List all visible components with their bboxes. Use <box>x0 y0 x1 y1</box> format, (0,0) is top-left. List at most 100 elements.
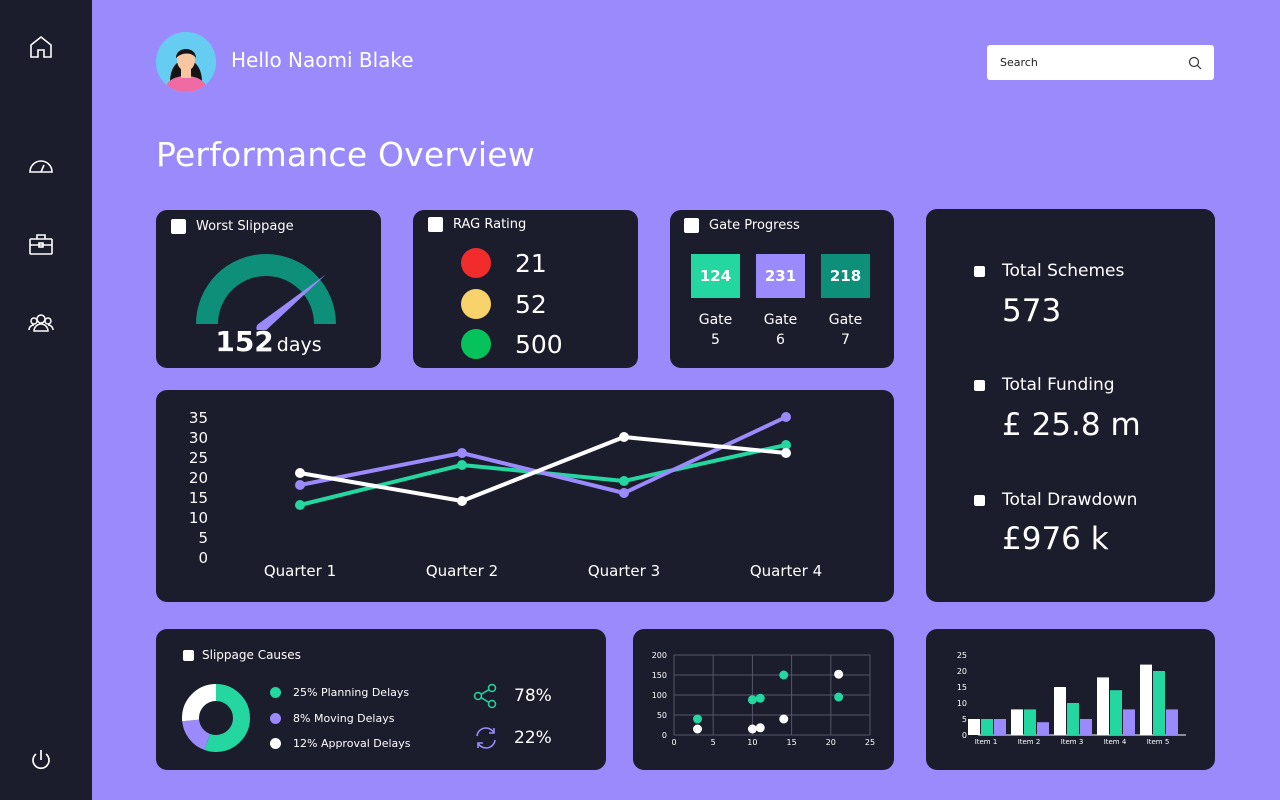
gate-header: Gate Progress <box>684 218 800 233</box>
rag-amber-value: 52 <box>515 289 547 319</box>
gate-progress-card: Gate Progress 124 Gate 5 231 Gate 6 218 Ga… <box>670 210 894 368</box>
slippage-causes-card: Slippage Causes 25% Planning Delays 8% M… <box>156 629 606 770</box>
cycle-stat-value: 22% <box>514 728 552 748</box>
gate-7-number: 7 <box>841 332 850 348</box>
bar <box>1054 687 1066 735</box>
x-tick-label: 20 <box>826 738 836 747</box>
y-tick-label: 30 <box>189 429 208 447</box>
total-funding-checkbox[interactable] <box>974 379 985 391</box>
avatar[interactable] <box>156 32 216 92</box>
total-schemes-checkbox[interactable] <box>974 265 985 277</box>
gate-7: 218 Gate 7 <box>821 254 870 350</box>
x-tick-label: Quarter 4 <box>750 562 822 580</box>
x-tick-label: Item 4 <box>1104 738 1127 746</box>
legend-planning: 25% Planning Delays <box>270 686 409 699</box>
page-title: Performance Overview <box>156 135 535 174</box>
gate-7-value: 218 <box>821 254 870 298</box>
gate-5-label-text: Gate <box>698 312 733 328</box>
y-tick-label: 0 <box>662 731 667 740</box>
totals-card: Total Schemes 573 Total Funding £ 25.8 m… <box>926 209 1215 602</box>
power-icon[interactable] <box>27 746 55 774</box>
total-drawdown-label: Total Drawdown <box>974 490 1137 510</box>
search-icon[interactable] <box>1188 56 1202 70</box>
gate-7-label-text: Gate <box>828 312 863 328</box>
gate-5: 124 Gate 5 <box>691 254 740 350</box>
causes-checkbox[interactable] <box>183 650 194 661</box>
gate-5-number: 5 <box>711 332 720 348</box>
legend-approval-dot <box>270 738 281 749</box>
data-point <box>295 468 305 478</box>
x-tick-label: Quarter 3 <box>588 562 660 580</box>
x-tick-label: Item 3 <box>1061 738 1084 746</box>
x-tick-label: 15 <box>787 738 797 747</box>
scatter-point <box>779 714 789 724</box>
home-icon[interactable] <box>27 33 55 61</box>
quarterly-line-chart: 35 30 25 20 15 10 5 0 Quarter 1 Quarter 2 Quarter … <box>189 409 822 580</box>
y-tick-label: 20 <box>189 469 208 487</box>
x-tick-label: Quarter 2 <box>426 562 498 580</box>
data-point <box>619 488 629 498</box>
x-tick-label: 25 <box>865 738 875 747</box>
bar <box>968 719 980 735</box>
cycle-stat: 22% <box>472 724 552 752</box>
gate-7-label: Gate 7 <box>821 310 870 350</box>
legend-planning-dot <box>270 687 281 698</box>
total-schemes-value: 573 <box>1002 293 1062 329</box>
scatter-point <box>834 692 844 702</box>
y-tick-label: 15 <box>189 489 208 507</box>
gauge-arc <box>196 254 336 324</box>
scatter-point <box>693 724 703 734</box>
slippage-donut <box>182 684 250 752</box>
gate-checkbox[interactable] <box>684 218 699 233</box>
x-tick-label: 5 <box>711 738 716 747</box>
sidebar <box>0 0 92 800</box>
data-point <box>295 500 305 510</box>
worst-slippage-title: Worst Slippage <box>196 219 294 234</box>
worst-slippage-card: Worst Slippage 152 days <box>156 210 381 368</box>
scatter-point <box>747 695 757 705</box>
legend-moving-label: 8% Moving Delays <box>293 712 395 725</box>
rag-title: RAG Rating <box>453 217 527 232</box>
data-point <box>619 432 629 442</box>
scatter-point <box>779 670 789 680</box>
bar <box>1011 709 1023 735</box>
data-point <box>457 460 467 470</box>
total-drawdown-checkbox[interactable] <box>974 494 985 506</box>
y-tick-label: 100 <box>652 691 667 700</box>
x-tick-label: 0 <box>671 738 676 747</box>
slippage-number: 152 <box>215 325 274 358</box>
y-tick-label: 50 <box>657 711 667 720</box>
rag-rating-card: RAG Rating 21 52 500 <box>413 210 638 368</box>
y-tick-label: 0 <box>962 731 967 740</box>
briefcase-icon[interactable] <box>27 230 55 258</box>
team-icon[interactable] <box>27 309 55 337</box>
bar <box>1110 690 1122 735</box>
dashboard-icon[interactable] <box>27 151 55 179</box>
search-input[interactable] <box>1000 56 1188 69</box>
scatter-point <box>693 714 703 724</box>
y-tick-label: 10 <box>957 699 967 708</box>
data-point <box>295 480 305 490</box>
scatter-chart-card: 0 5 10 15 20 25 200 150 100 50 0 <box>633 629 894 770</box>
share-icon[interactable] <box>472 682 500 710</box>
bar <box>1080 719 1092 735</box>
y-tick-label: 20 <box>957 667 967 676</box>
search-box[interactable] <box>987 45 1214 80</box>
scatter-point <box>747 724 757 734</box>
rag-checkbox[interactable] <box>428 217 443 232</box>
bar <box>1097 677 1109 735</box>
refresh-icon[interactable] <box>472 724 500 752</box>
total-drawdown-value: £976 k <box>1002 521 1109 557</box>
worst-slippage-header: Worst Slippage <box>171 219 294 234</box>
y-tick-label: 5 <box>198 529 208 547</box>
y-tick-label: 5 <box>962 715 967 724</box>
worst-slippage-checkbox[interactable] <box>171 219 186 234</box>
bar <box>1123 709 1135 735</box>
bar <box>1153 671 1165 735</box>
gate-6-number: 6 <box>776 332 785 348</box>
scatter-point <box>755 693 765 703</box>
bar <box>994 719 1006 735</box>
total-funding-value: £ 25.8 m <box>1002 407 1141 443</box>
y-tick-label: 200 <box>652 651 667 660</box>
y-tick-label: 25 <box>957 651 967 660</box>
